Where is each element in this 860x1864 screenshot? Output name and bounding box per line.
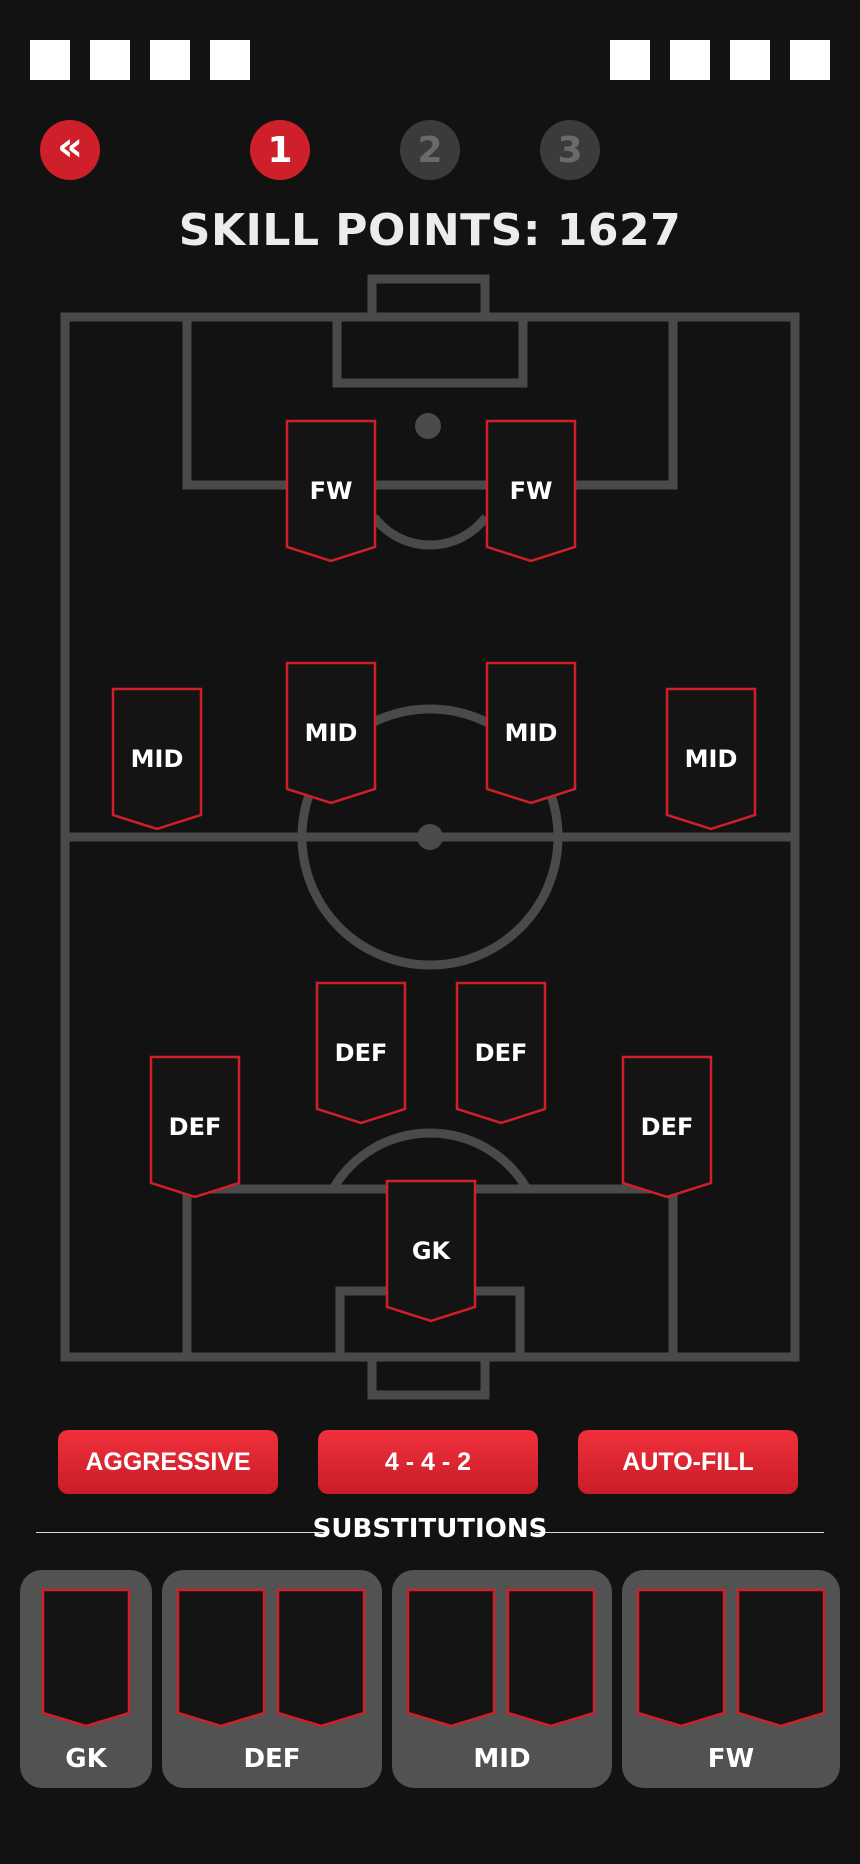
sub-slot-fw-2[interactable]	[736, 1588, 826, 1728]
shield-outline-icon	[285, 661, 377, 805]
sub-slot-def-2[interactable]	[276, 1588, 366, 1728]
subs-group-label: FW	[707, 1744, 755, 1774]
position-slot-fw-left[interactable]: FW	[285, 419, 377, 563]
shield-outline-icon	[149, 1055, 241, 1199]
sub-slot-fw-1[interactable]	[636, 1588, 726, 1728]
status-square	[730, 40, 770, 80]
position-slot-mid-3[interactable]: MID	[485, 661, 577, 805]
position-label: MID	[504, 719, 558, 747]
shield-outline-icon	[455, 981, 547, 1125]
sub-slot-mid-2[interactable]	[506, 1588, 596, 1728]
shield-outline-icon	[285, 419, 377, 563]
shield-outline-icon	[506, 1588, 596, 1728]
shield-outline-icon	[276, 1588, 366, 1728]
formation-button[interactable]: 4 - 4 - 2	[318, 1430, 538, 1494]
status-square	[150, 40, 190, 80]
double-chevron-left-icon: «	[57, 124, 83, 170]
status-square	[610, 40, 650, 80]
position-slot-def-2[interactable]: DEF	[315, 981, 407, 1125]
position-slot-mid-2[interactable]: MID	[285, 661, 377, 805]
shield-outline-icon	[621, 1055, 713, 1199]
shield-outline-icon	[736, 1588, 826, 1728]
shield-outline-icon	[636, 1588, 726, 1728]
position-label: DEF	[168, 1113, 222, 1141]
page-title: SKILL POINTS: 1627	[178, 205, 682, 256]
step-2[interactable]: 2	[400, 120, 460, 180]
position-slot-mid-1[interactable]: MID	[111, 687, 203, 831]
auto-fill-button[interactable]: AUTO-FILL	[578, 1430, 798, 1494]
subs-group-label: GK	[65, 1744, 107, 1774]
position-slot-fw-right[interactable]: FW	[485, 419, 577, 563]
position-label: MID	[684, 745, 738, 773]
substitutions-title: SUBSTITUTIONS	[312, 1514, 548, 1544]
position-slot-gk[interactable]: GK	[385, 1179, 477, 1323]
shield-outline-icon	[665, 687, 757, 831]
step-1-label: 1	[267, 129, 293, 171]
shield-outline-icon	[406, 1588, 496, 1728]
position-slot-def-1[interactable]: DEF	[149, 1055, 241, 1199]
status-square	[30, 40, 70, 80]
subs-group-label: DEF	[243, 1744, 301, 1774]
position-label: MID	[130, 745, 184, 773]
status-square	[90, 40, 130, 80]
subs-group-gk: GK	[20, 1570, 152, 1788]
shield-outline-icon	[485, 661, 577, 805]
position-label: FW	[309, 477, 353, 505]
position-slot-def-4[interactable]: DEF	[621, 1055, 713, 1199]
divider-right	[535, 1532, 824, 1533]
subs-group-def: DEF	[162, 1570, 382, 1788]
position-slot-def-3[interactable]: DEF	[455, 981, 547, 1125]
shield-outline-icon	[176, 1588, 266, 1728]
shield-outline-icon	[315, 981, 407, 1125]
step-1[interactable]: 1	[250, 120, 310, 180]
position-label: GK	[411, 1237, 451, 1265]
shield-outline-icon	[111, 687, 203, 831]
shield-outline-icon	[385, 1179, 477, 1323]
position-label: DEF	[640, 1113, 694, 1141]
position-label: MID	[304, 719, 358, 747]
sub-slot-mid-1[interactable]	[406, 1588, 496, 1728]
position-label: DEF	[474, 1039, 528, 1067]
sub-slot-gk[interactable]	[41, 1588, 131, 1728]
step-3-label: 3	[557, 129, 583, 171]
sub-slot-def-1[interactable]	[176, 1588, 266, 1728]
status-square	[790, 40, 830, 80]
step-2-label: 2	[417, 129, 443, 171]
subs-group-label: MID	[473, 1744, 531, 1774]
position-label: FW	[509, 477, 553, 505]
shield-outline-icon	[485, 419, 577, 563]
play-style-button[interactable]: AGGRESSIVE	[58, 1430, 278, 1494]
status-square	[670, 40, 710, 80]
subs-group-mid: MID	[392, 1570, 612, 1788]
position-label: DEF	[334, 1039, 388, 1067]
divider-left	[36, 1532, 326, 1533]
subs-group-fw: FW	[622, 1570, 840, 1788]
step-3[interactable]: 3	[540, 120, 600, 180]
back-button[interactable]: «	[40, 120, 100, 180]
position-slot-mid-4[interactable]: MID	[665, 687, 757, 831]
shield-outline-icon	[41, 1588, 131, 1728]
status-square	[210, 40, 250, 80]
